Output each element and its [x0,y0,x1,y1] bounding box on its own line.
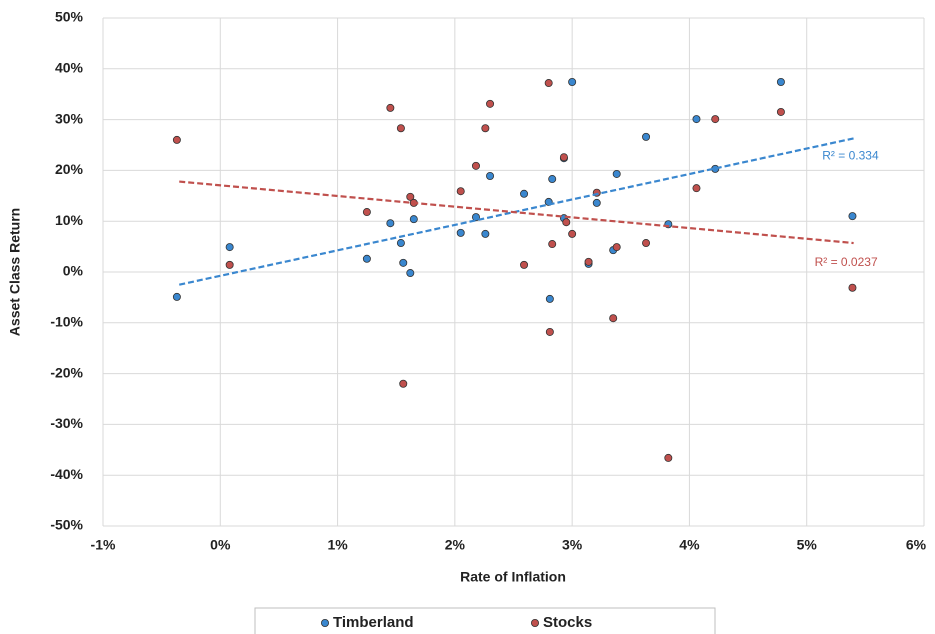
point [568,78,577,87]
point [486,99,495,108]
point [396,239,405,248]
point [386,219,395,228]
point [776,78,785,87]
point [711,115,720,124]
point [848,212,857,221]
legend-label: Timberland [333,614,414,631]
r-squared-label: R² = 0.334 [822,149,879,163]
point [225,243,234,252]
x-tick-label: 3% [562,537,583,553]
point [481,124,490,133]
point [362,254,371,263]
x-tick-label: 6% [906,537,927,553]
point [559,153,568,162]
r-squared-label: R² = 0.0237 [815,255,878,269]
y-axis-title: Asset Class Return [7,208,23,336]
x-tick-label: -1% [91,537,116,553]
point [848,283,857,292]
y-tick-label: 20% [55,161,84,177]
y-tick-label: 30% [55,110,84,126]
legend-box [254,607,716,634]
point [172,135,181,144]
y-tick-label: 10% [55,212,84,228]
y-tick-label: 40% [55,60,84,76]
x-tick-label: 4% [679,537,700,553]
legend-label: Stocks [543,614,592,631]
point [692,115,701,124]
point [584,257,593,266]
point [172,292,181,301]
point [481,229,490,238]
trendline [179,180,854,245]
x-tick-label: 2% [445,537,466,553]
point [568,229,577,238]
y-tick-label: 0% [63,263,84,279]
point [692,184,701,193]
legend-marker [531,619,540,628]
point [609,314,618,323]
point [544,79,553,88]
point [545,294,554,303]
point [409,215,418,224]
point [592,198,601,207]
y-tick-label: 50% [55,9,84,25]
point [612,169,621,178]
point [612,243,621,252]
point [471,161,480,170]
x-tick-label: 0% [210,537,231,553]
point [386,103,395,112]
point [548,175,557,184]
y-tick-label: -30% [50,415,83,431]
x-tick-label: 1% [327,537,348,553]
point [362,208,371,217]
y-tick-label: -10% [50,314,83,330]
point [548,240,557,249]
point [520,189,529,198]
point [456,228,465,237]
point [520,260,529,269]
y-tick-label: -20% [50,364,83,380]
point [545,327,554,336]
point [396,124,405,133]
x-axis-title: Rate of Inflation [460,569,566,585]
point [456,187,465,196]
y-tick-label: -50% [50,517,83,533]
point [406,269,415,278]
point [642,132,651,141]
x-tick-label: 5% [797,537,818,553]
point [776,107,785,116]
point [399,258,408,267]
point [471,213,480,222]
point [406,192,415,201]
point [225,260,234,269]
point [562,218,571,227]
point [664,453,673,462]
point [399,379,408,388]
y-tick-label: -40% [50,466,83,482]
point [486,171,495,180]
legend-marker [320,619,329,628]
point [642,239,651,248]
